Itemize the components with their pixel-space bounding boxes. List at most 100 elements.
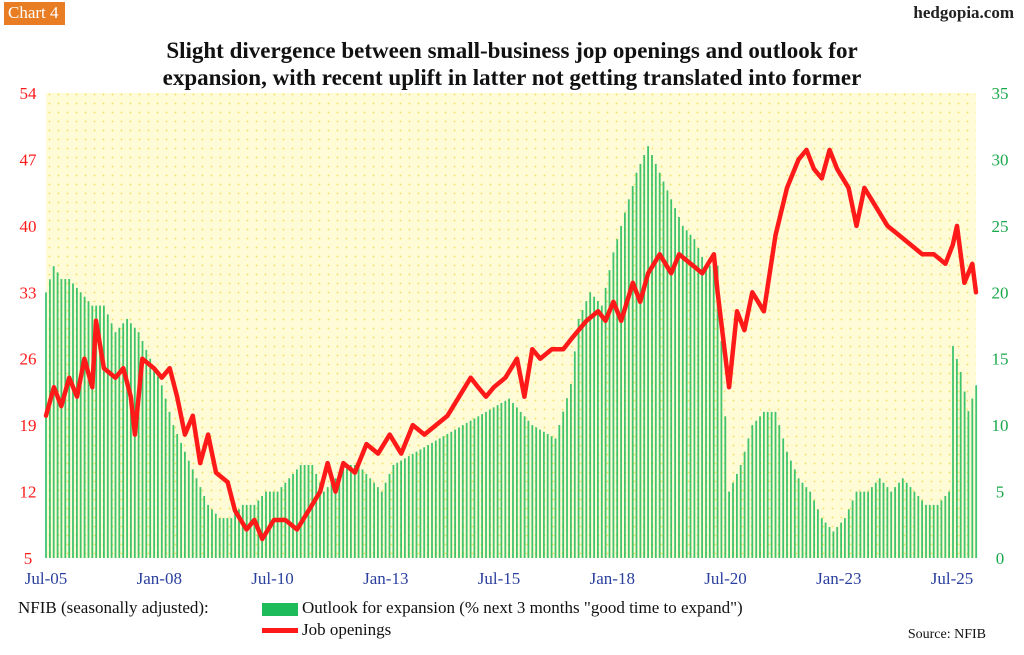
outlook-bar [380,491,383,558]
outlook-bar [921,500,923,558]
outlook-bar [759,416,761,558]
outlook-bar [627,199,630,559]
outlook-bar [593,296,595,558]
outlook-bar [585,301,588,558]
outlook-bar [261,496,263,558]
outlook-bar [423,447,426,558]
x-axis-tick-label: Jul-10 [251,569,294,588]
outlook-bar [203,496,206,558]
outlook-bar [396,462,399,558]
x-axis: Jul-05 Jan-08 Jul-10 Jan-13 Jul-15 Jan-18 Jul-… [25,569,974,588]
outlook-bar [662,181,665,558]
outlook-bar [581,310,584,558]
outlook-bar [959,372,962,558]
outlook-bar [956,359,958,558]
outlook-bar [373,482,375,558]
outlook-bar [249,504,252,558]
outlook-bar [797,478,800,558]
outlook-bar [890,491,893,558]
outlook-bar [512,403,514,558]
outlook-bar [168,411,171,558]
plot-dot-grid [46,93,976,558]
outlook-bar [288,478,291,558]
outlook-bar [859,491,862,558]
outlook-bar [836,527,839,558]
outlook-bar [56,272,59,558]
outlook-bar [685,230,688,559]
chart-number-badge: Chart 4 [4,2,65,25]
legend-bar-label: Outlook for expansion (% next 3 months "… [302,598,743,617]
outlook-bar [546,434,549,558]
outlook-bar [122,323,125,558]
outlook-bar [736,473,738,558]
outlook-bar [361,469,364,558]
outlook-bar [392,465,395,558]
outlook-bar [442,436,445,558]
outlook-bar [952,345,954,558]
outlook-bar [813,500,815,558]
outlook-bar [357,465,360,558]
outlook-bar [311,465,314,558]
outlook-bar [114,332,117,558]
outlook-bar [670,199,673,559]
outlook-bar [427,445,429,558]
outlook-bar [944,496,947,558]
outlook-bar [346,465,348,558]
outlook-bar [739,465,742,558]
legend-line-label: Job openings [302,620,392,639]
x-axis-tick-label: Jan-18 [590,569,635,588]
right-axis: 0 5 10 15 20 25 30 35 [992,84,1009,568]
outlook-bar [543,431,545,558]
outlook-bar [778,425,781,558]
outlook-bar [932,504,935,558]
outlook-bar [253,504,256,558]
outlook-bar [103,305,105,558]
outlook-bar [840,522,842,558]
right-axis-tick-label: 30 [992,150,1009,169]
outlook-bar [554,438,557,558]
outlook-bar [45,292,47,558]
outlook-bar [651,155,653,558]
outlook-bar [681,225,684,558]
outlook-bar [222,518,225,558]
outlook-bar [635,172,638,558]
outlook-bar [527,420,530,558]
left-axis-tick-label: 12 [20,483,37,502]
outlook-bar [539,429,541,558]
outlook-bar [693,239,696,558]
outlook-bar [832,531,835,558]
outlook-bar [214,513,217,558]
outlook-bar [786,451,788,558]
outlook-bar [79,292,82,558]
outlook-bar [315,473,318,558]
outlook-bar [871,487,873,558]
outlook-bar [87,301,90,558]
outlook-bar [338,473,341,558]
outlook-bar [76,287,78,558]
outlook-bar [477,416,480,558]
outlook-bar [666,190,669,558]
outlook-bar [133,327,136,558]
outlook-bar [83,296,86,558]
outlook-bar [319,482,321,558]
outlook-bar [280,487,283,558]
outlook-bar [828,527,831,558]
outlook-bar [878,478,881,558]
outlook-bar [894,487,896,558]
outlook-bar [419,449,422,558]
outlook-bar [747,438,750,558]
outlook-bar [936,504,939,558]
chart-title-line-2: expansion, with recent uplift in latter … [162,65,862,90]
outlook-bar [766,411,769,558]
outlook-bar [689,234,692,558]
outlook-bar [577,318,580,558]
outlook-bar [531,425,534,558]
outlook-bar [597,301,599,558]
x-axis-tick-label: Jul-25 [931,569,974,588]
outlook-bar [824,522,827,558]
outlook-bar [299,465,302,558]
outlook-bar [844,518,846,558]
outlook-bar [616,239,619,558]
outlook-bar [963,391,966,558]
